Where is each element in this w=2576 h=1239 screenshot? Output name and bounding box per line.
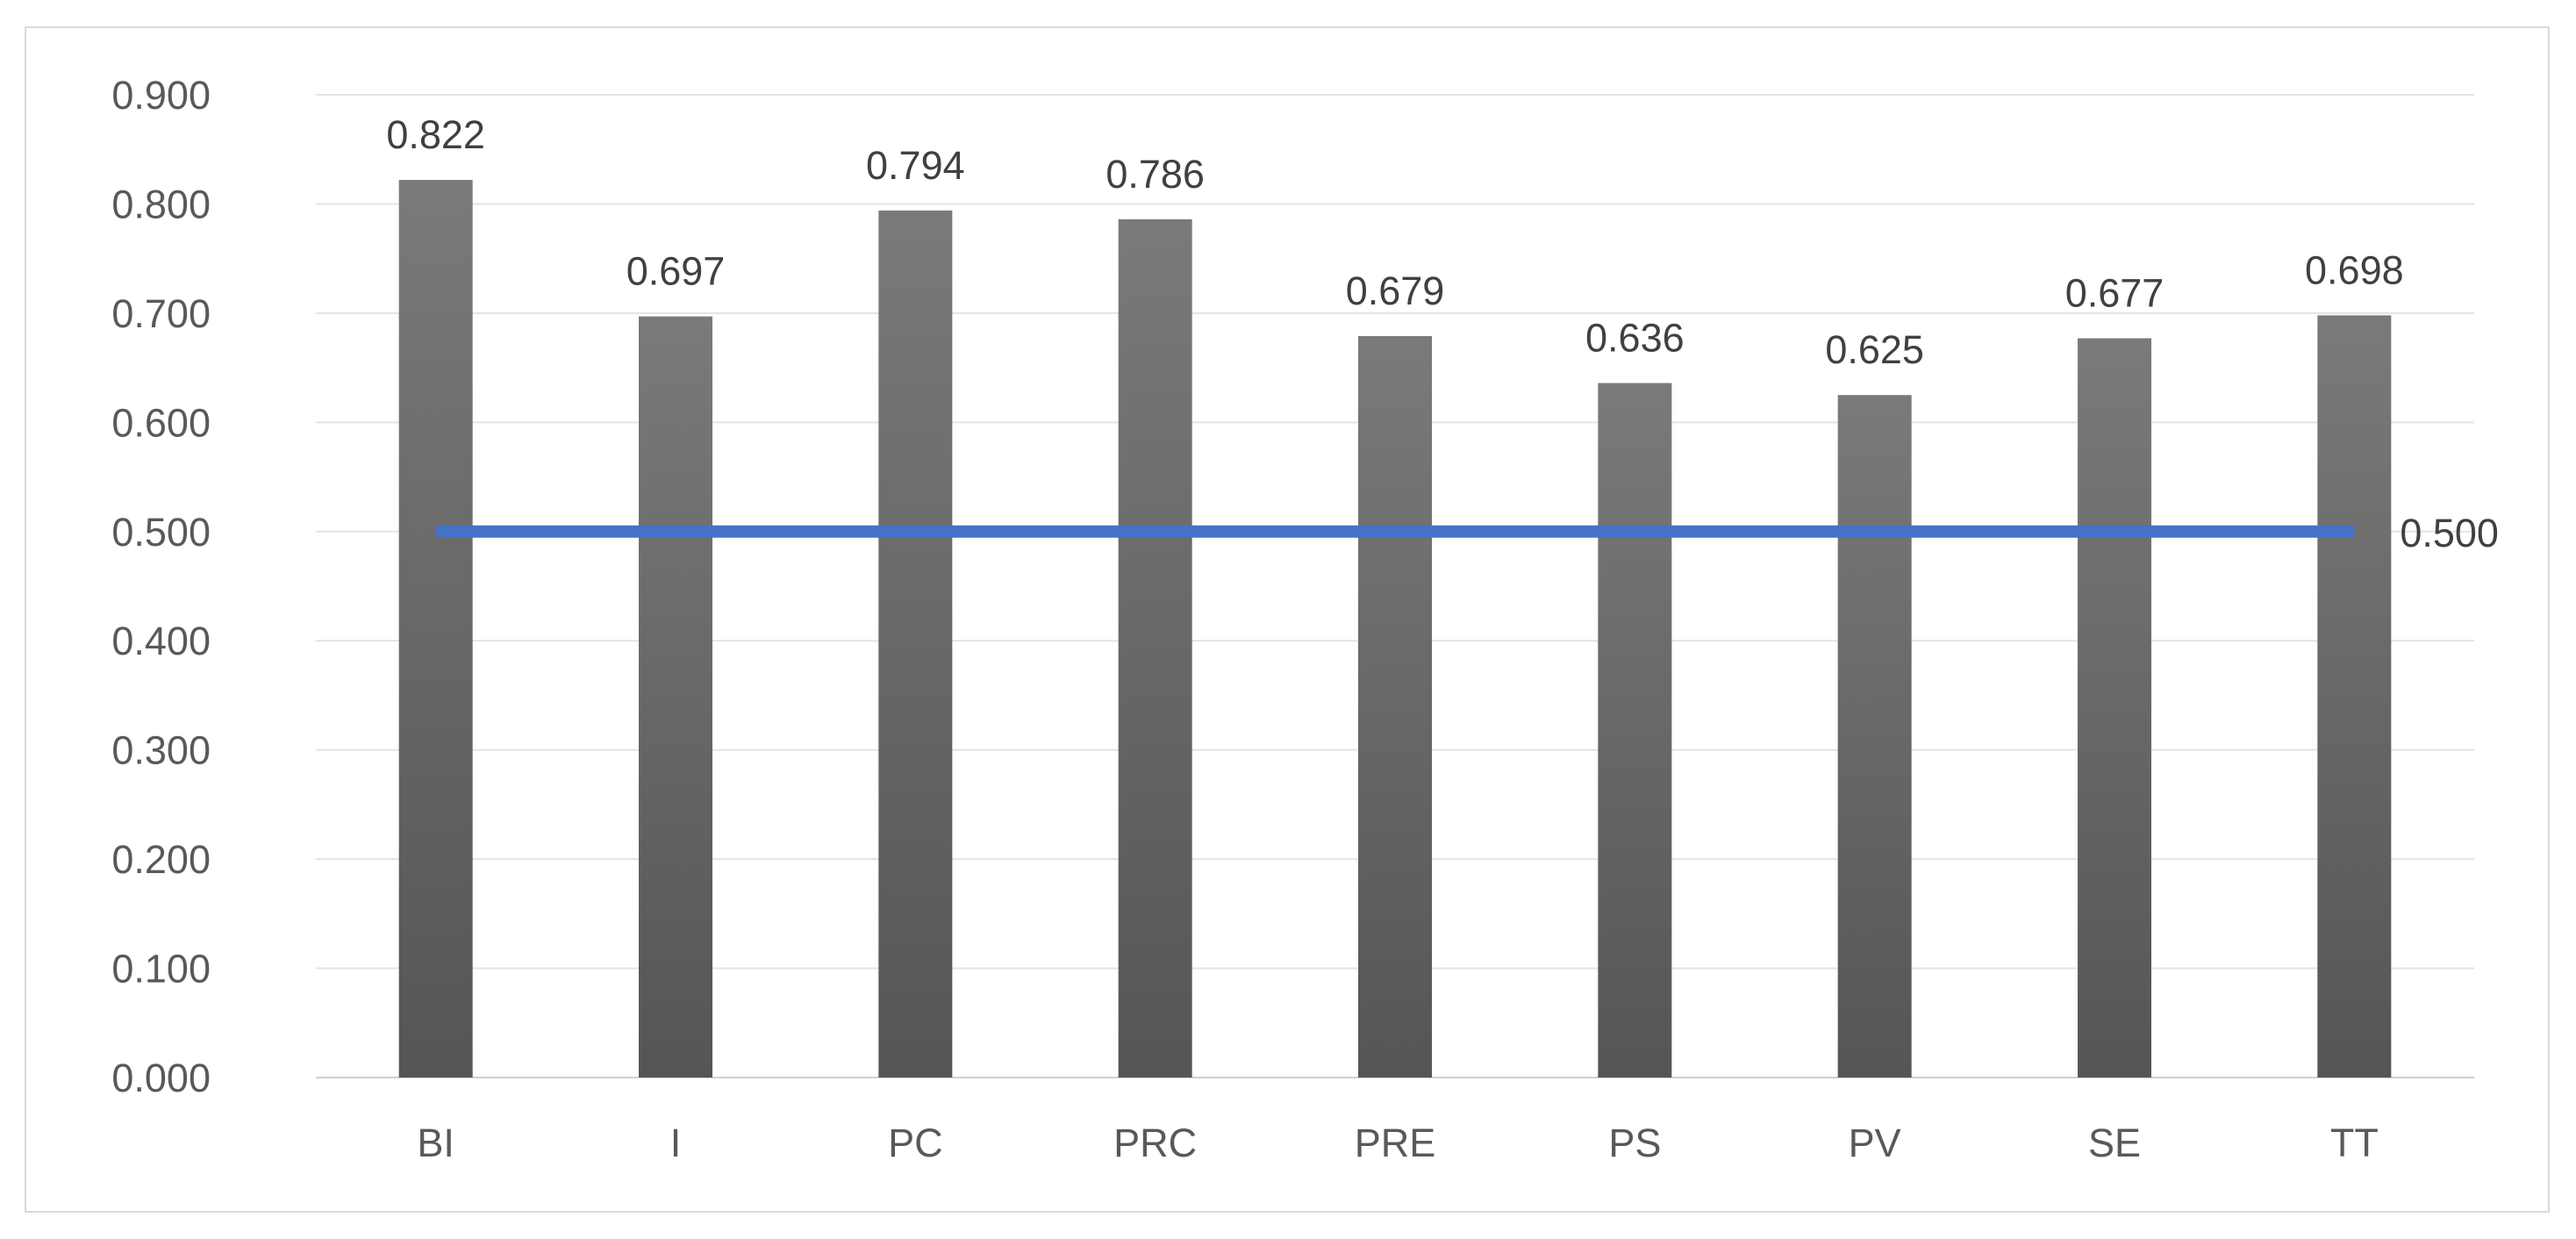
bar-pv xyxy=(1837,395,1912,1078)
data-label: 0.697 xyxy=(626,249,726,294)
x-category-label: I xyxy=(670,1121,682,1165)
y-tick-label: 0.900 xyxy=(111,73,211,118)
bar-se xyxy=(2078,338,2151,1078)
bar-bi xyxy=(398,180,473,1078)
data-label: 0.822 xyxy=(386,112,485,157)
data-label: 0.698 xyxy=(2305,247,2404,292)
y-tick-label: 0.700 xyxy=(111,291,211,336)
data-label: 0.679 xyxy=(1346,269,1445,313)
y-tick-label: 0.600 xyxy=(111,400,211,445)
y-tick-label: 0.500 xyxy=(111,510,211,555)
y-tick-label: 0.200 xyxy=(111,837,211,882)
y-tick-label: 0.000 xyxy=(111,1056,211,1100)
y-axis-ticks: 0.000 0.100 0.200 0.300 0.400 0.500 0.600 0.700… xyxy=(111,73,211,1100)
data-label: 0.786 xyxy=(1106,152,1205,197)
data-label: 0.677 xyxy=(2065,271,2165,316)
reference-line-label: 0.500 xyxy=(2400,511,2499,555)
bar-i xyxy=(639,316,712,1078)
reference-line-group: 0.500 xyxy=(435,511,2499,555)
data-label: 0.794 xyxy=(866,143,965,188)
x-category-label: TT xyxy=(2330,1121,2379,1165)
x-category-label: BI xyxy=(417,1121,454,1165)
data-label: 0.636 xyxy=(1585,316,1685,361)
x-category-label: PV xyxy=(1849,1121,1901,1165)
data-label: 0.625 xyxy=(1825,327,1924,372)
x-axis-categories: BI I PC PRC PRE PS PV SE TT xyxy=(417,1121,2378,1165)
x-category-label: PS xyxy=(1608,1121,1661,1165)
y-tick-label: 0.300 xyxy=(111,728,211,773)
bar-pc xyxy=(878,210,953,1078)
bars xyxy=(398,180,2392,1078)
chart-frame: 0.000 0.100 0.200 0.300 0.400 0.500 0.600 0.700… xyxy=(25,26,2550,1213)
y-tick-label: 0.400 xyxy=(111,619,211,663)
bar-pre xyxy=(1358,336,1432,1078)
y-tick-label: 0.800 xyxy=(111,182,211,226)
x-category-label: PC xyxy=(888,1121,943,1165)
x-category-label: PRE xyxy=(1355,1121,1436,1165)
data-labels: 0.822 0.697 0.794 0.786 0.679 0.636 0.625 0.677… xyxy=(386,112,2403,372)
bar-tt xyxy=(2317,315,2392,1078)
x-category-label: PRC xyxy=(1113,1121,1197,1165)
y-tick-label: 0.100 xyxy=(111,947,211,992)
x-category-label: SE xyxy=(2088,1121,2141,1165)
bar-chart: 0.000 0.100 0.200 0.300 0.400 0.500 0.600 0.700… xyxy=(111,73,2499,1165)
bar-prc xyxy=(1118,218,1192,1078)
bar-ps xyxy=(1598,383,1672,1078)
